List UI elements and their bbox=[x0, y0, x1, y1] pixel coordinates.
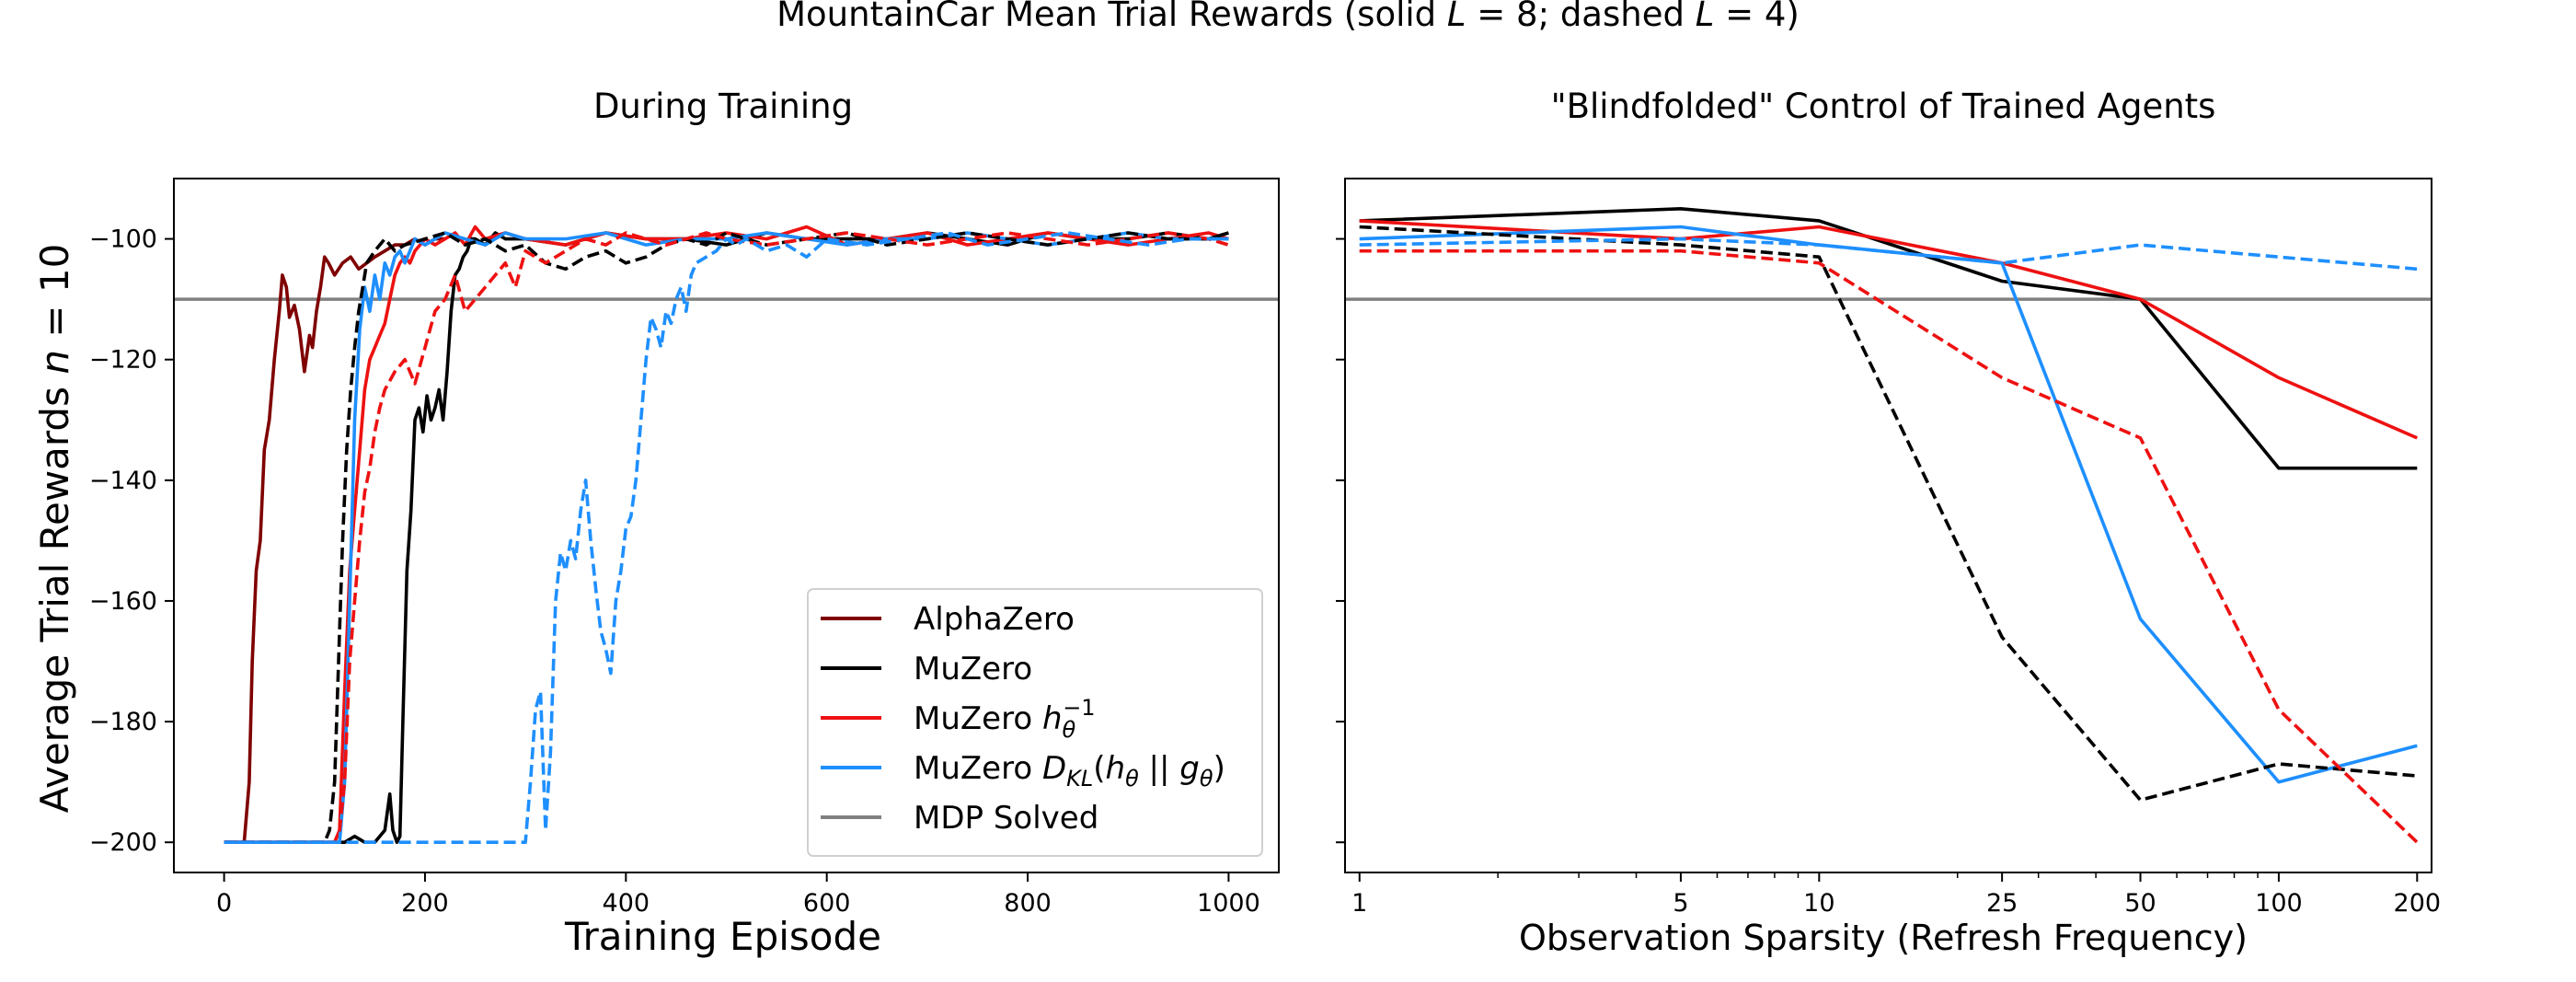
legend: AlphaZero MuZero MuZero hθ−1 MuZero DKL(hθ … bbox=[807, 588, 1263, 857]
left-x-tick-label: 800 bbox=[1004, 889, 1052, 918]
right-x-axis-label: Observation Sparsity (Refresh Frequency) bbox=[1519, 918, 2248, 958]
right-series-MuZero-solid bbox=[1359, 207, 2418, 470]
right-x-tick-label: 1 bbox=[1351, 889, 1367, 918]
left-x-tick-label: 1000 bbox=[1197, 889, 1260, 918]
right-series-MuZeroKL-dashed bbox=[1359, 237, 2418, 271]
left-y-tick-label: −120 bbox=[89, 346, 157, 375]
legend-label-MuZeroInv: MuZero hθ−1 bbox=[914, 695, 1096, 743]
right-axes-frame bbox=[1344, 178, 2432, 873]
left-y-tick-label: −180 bbox=[89, 708, 157, 736]
left-axes-frame bbox=[173, 178, 1280, 873]
figure-suptitle: MountainCar Mean Trial Rewards (solid L … bbox=[776, 0, 1800, 34]
right-x-tick-label: 200 bbox=[2394, 889, 2442, 918]
left-y-tick-label: −100 bbox=[89, 225, 157, 254]
right-panel: 1 5 10 25 50 100 200 bbox=[1336, 178, 2442, 918]
legend-label-MuZero: MuZero bbox=[914, 651, 1032, 687]
right-series-MuZero-dashed bbox=[1359, 225, 2418, 803]
left-series-MuZero-dashed bbox=[224, 231, 1229, 845]
right-x-tick-label: 5 bbox=[1673, 889, 1688, 918]
left-x-tick-label: 0 bbox=[216, 889, 232, 918]
left-y-tick-label: −140 bbox=[89, 467, 157, 495]
legend-label-MuZeroKL: MuZero DKL(hθ || gθ) bbox=[914, 750, 1225, 791]
right-x-tick-label: 100 bbox=[2255, 889, 2303, 918]
left-x-tick-label: 400 bbox=[603, 889, 650, 918]
left-panel-title: During Training bbox=[593, 87, 853, 126]
right-panel-title: "Blindfolded" Control of Trained Agents bbox=[1551, 87, 2216, 126]
left-series-MuZeroKL-dashed bbox=[224, 231, 1229, 845]
left-y-tick-label: −200 bbox=[89, 828, 157, 857]
left-y-tick-label: −160 bbox=[89, 587, 157, 616]
legend-label-MDP: MDP Solved bbox=[914, 800, 1098, 837]
left-x-axis-label: Training Episode bbox=[564, 914, 881, 959]
right-x-tick-label: 25 bbox=[1986, 889, 2018, 918]
right-x-tick-label: 10 bbox=[1803, 889, 1834, 918]
legend-label-AlphaZero: AlphaZero bbox=[914, 601, 1075, 638]
right-series-MuZeroKL-solid bbox=[1359, 225, 2418, 784]
left-y-axis-label: Average Trial Rewards n = 10 bbox=[32, 244, 77, 814]
left-x-tick-label: 600 bbox=[803, 889, 851, 918]
left-panel: 0 200 400 600 800 1000 −200 −180 −160 −140 −120 −10… bbox=[89, 178, 1280, 918]
left-series-AlphaZero-solid bbox=[224, 237, 445, 845]
right-series-MuZeroInv-dashed bbox=[1359, 248, 2419, 844]
left-series-MuZeroInv-dashed bbox=[224, 231, 1229, 845]
left-x-tick-label: 200 bbox=[401, 889, 449, 918]
right-x-tick-label: 50 bbox=[2124, 889, 2156, 918]
legend-box bbox=[807, 588, 1263, 857]
